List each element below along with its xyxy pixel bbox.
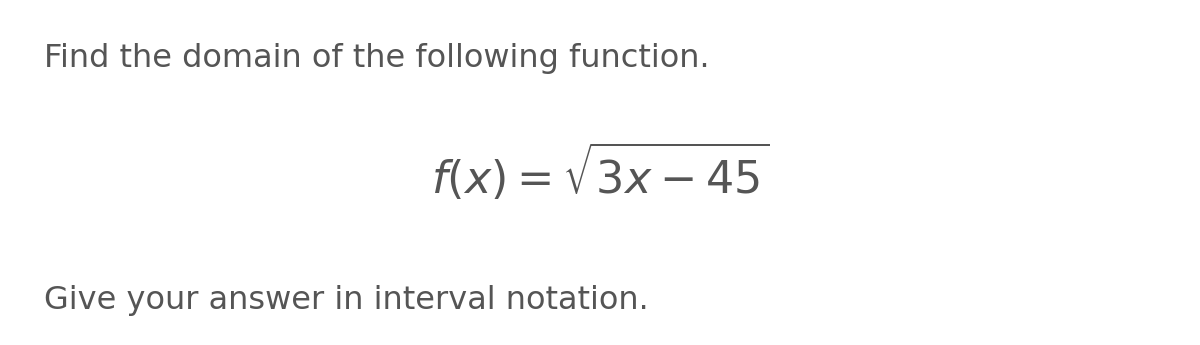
Text: Find the domain of the following function.: Find the domain of the following functio… [44,43,710,74]
Text: Give your answer in interval notation.: Give your answer in interval notation. [44,285,649,316]
Text: $f(x) = \sqrt{3x - 45}$: $f(x) = \sqrt{3x - 45}$ [431,142,769,203]
